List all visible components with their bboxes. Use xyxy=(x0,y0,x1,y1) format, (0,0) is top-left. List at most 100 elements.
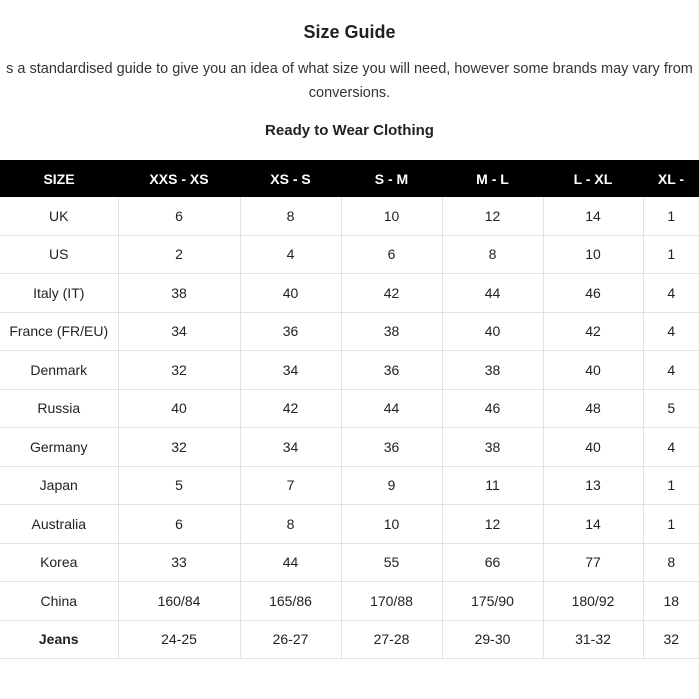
table-cell: 42 xyxy=(340,273,443,313)
section-title: Ready to Wear Clothing xyxy=(265,122,434,139)
table-cell: 38 xyxy=(117,273,241,313)
table-cell: 24-25 xyxy=(117,620,241,659)
table-cell: 40 xyxy=(542,427,644,467)
table-cell: 38 xyxy=(340,312,443,351)
table-cell: 180/92 xyxy=(542,581,644,621)
row-label: UK xyxy=(0,197,119,236)
column-header: M - L xyxy=(442,160,543,197)
table-cell: 44 xyxy=(441,273,544,313)
table-cell: 55 xyxy=(340,543,443,582)
intro-text-continued: conversions. xyxy=(308,85,391,101)
table-cell: 1 xyxy=(642,504,699,544)
table-cell: 38 xyxy=(441,427,544,467)
table-cell: 32 xyxy=(117,427,241,467)
table-cell: 18 xyxy=(642,581,699,621)
table-cell: 160/84 xyxy=(117,581,241,621)
table-cell: 8 xyxy=(239,504,342,544)
row-label: US xyxy=(0,235,119,274)
intro-paragraph: s a standardised guide to give you an id… xyxy=(0,57,699,105)
table-row: US 2 4 6 8 10 1 xyxy=(0,235,699,274)
table-cell: 34 xyxy=(239,427,342,467)
row-label: Germany xyxy=(0,427,119,467)
table-cell: 36 xyxy=(340,427,443,467)
table-cell: 34 xyxy=(117,312,241,351)
table-cell: 10 xyxy=(340,197,443,236)
table-cell: 1 xyxy=(642,197,699,236)
table-row: Jeans 24-25 26-27 27-28 29-30 31-32 32 xyxy=(0,620,699,659)
table-cell: 5 xyxy=(642,389,699,428)
table-cell: 1 xyxy=(642,466,699,505)
table-cell: 29-30 xyxy=(441,620,544,659)
table-cell: 40 xyxy=(441,312,544,351)
table-cell: 6 xyxy=(340,235,443,274)
table-cell: 31-32 xyxy=(542,620,644,659)
table-cell: 42 xyxy=(542,312,644,351)
table-cell: 10 xyxy=(542,235,644,274)
row-label: France (FR/EU) xyxy=(0,312,119,351)
row-label: Denmark xyxy=(0,350,119,390)
column-header: S - M xyxy=(341,160,442,197)
table-cell: 8 xyxy=(642,543,699,582)
table-row: Korea 33 44 55 66 77 8 xyxy=(0,543,699,582)
table-row: China 160/84 165/86 170/88 175/90 180/92 18 xyxy=(0,581,699,621)
table-cell: 42 xyxy=(239,389,342,428)
column-header: XS - S xyxy=(240,160,341,197)
table-cell: 44 xyxy=(340,389,443,428)
table-cell: 46 xyxy=(542,273,644,313)
table-row: Germany 32 34 36 38 40 4 xyxy=(0,427,699,467)
table-cell: 170/88 xyxy=(340,581,443,621)
table-cell: 77 xyxy=(542,543,644,582)
column-header: L - XL xyxy=(543,160,643,197)
row-label: Australia xyxy=(0,504,119,544)
table-row: Australia 6 8 10 12 14 1 xyxy=(0,504,699,544)
row-label: Italy (IT) xyxy=(0,273,119,313)
intro-text: s a standardised guide to give you an id… xyxy=(6,61,693,77)
table-row: France (FR/EU) 34 36 38 40 42 4 xyxy=(0,312,699,351)
table-cell: 66 xyxy=(441,543,544,582)
table-cell: 11 xyxy=(441,466,544,505)
row-label: Russia xyxy=(0,389,119,428)
row-label: Japan xyxy=(0,466,119,505)
table-cell: 4 xyxy=(642,273,699,313)
table-cell: 32 xyxy=(642,620,699,659)
table-cell: 4 xyxy=(239,235,342,274)
table-cell: 36 xyxy=(239,312,342,351)
table-cell: 40 xyxy=(542,350,644,390)
table-row: Italy (IT) 38 40 42 44 46 4 xyxy=(0,273,699,313)
table-cell: 8 xyxy=(441,235,544,274)
table-cell: 33 xyxy=(117,543,241,582)
table-cell: 48 xyxy=(542,389,644,428)
table-cell: 12 xyxy=(441,504,544,544)
table-cell: 1 xyxy=(642,235,699,274)
table-cell: 165/86 xyxy=(239,581,342,621)
table-row: Russia 40 42 44 46 48 5 xyxy=(0,389,699,428)
table-cell: 10 xyxy=(340,504,443,544)
table-cell: 14 xyxy=(542,504,644,544)
table-row: UK 6 8 10 12 14 1 xyxy=(0,197,699,236)
table-cell: 27-28 xyxy=(340,620,443,659)
table-cell: 175/90 xyxy=(441,581,544,621)
row-label: Jeans xyxy=(0,620,119,659)
table-cell: 7 xyxy=(239,466,342,505)
table-cell: 40 xyxy=(239,273,342,313)
table-cell: 44 xyxy=(239,543,342,582)
table-cell: 4 xyxy=(642,427,699,467)
table-cell: 38 xyxy=(441,350,544,390)
table-cell: 8 xyxy=(239,197,342,236)
table-cell: 6 xyxy=(117,197,241,236)
table-cell: 4 xyxy=(642,350,699,390)
table-cell: 2 xyxy=(117,235,241,274)
column-header: SIZE xyxy=(0,160,118,197)
row-label: China xyxy=(0,581,119,621)
table-cell: 26-27 xyxy=(239,620,342,659)
table-cell: 12 xyxy=(441,197,544,236)
table-cell: 34 xyxy=(239,350,342,390)
table-cell: 13 xyxy=(542,466,644,505)
table-cell: 14 xyxy=(542,197,644,236)
table-cell: 9 xyxy=(340,466,443,505)
table-cell: 6 xyxy=(117,504,241,544)
table-cell: 46 xyxy=(441,389,544,428)
